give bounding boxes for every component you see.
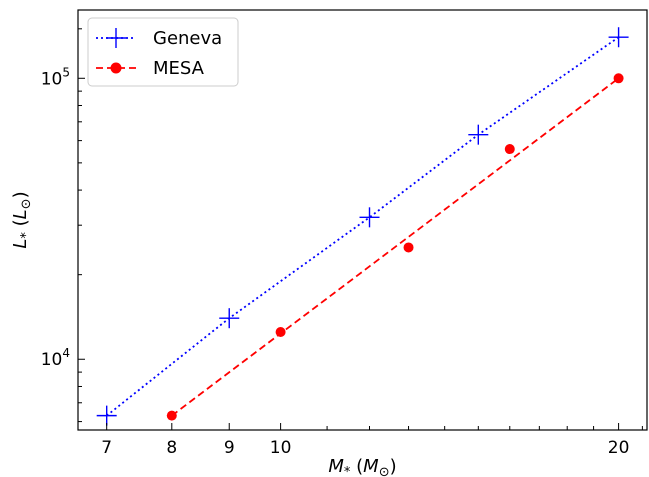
plot-frame <box>77 9 648 431</box>
legend-label: Geneva <box>153 28 222 49</box>
geneva-point <box>359 207 380 228</box>
geneva-point <box>608 27 629 48</box>
geneva-line <box>106 36 620 417</box>
geneva-point <box>468 124 489 145</box>
series-layer <box>96 27 629 426</box>
mesa-point <box>275 327 286 338</box>
y-axis-label: L* (L⊙) <box>10 191 34 248</box>
mesa-line <box>171 77 620 417</box>
x-tick-label: 10 <box>270 438 292 458</box>
legend-entry-geneva: Geneva <box>96 28 222 49</box>
ticks-layer: 7 8 9 10 20 104 105 <box>41 28 643 458</box>
x-axis-label: M* (M⊙) <box>328 456 396 477</box>
geneva-point <box>96 405 117 426</box>
y-tick-label: 105 <box>41 65 70 89</box>
mesa-point <box>166 410 177 421</box>
x-tick-label: 20 <box>608 438 630 458</box>
geneva-point <box>219 308 240 329</box>
legend-marker <box>110 62 122 74</box>
x-tick-label: 8 <box>166 438 177 458</box>
y-tick-label: 104 <box>41 346 70 370</box>
legend: Geneva MESA <box>87 17 239 87</box>
x-tick-label: 7 <box>101 438 112 458</box>
mesa-point <box>504 144 515 155</box>
x-tick-label: 9 <box>224 438 235 458</box>
legend-box <box>87 17 239 87</box>
mesa-point <box>403 242 414 253</box>
legend-entry-mesa: MESA <box>96 58 205 79</box>
mesa-point <box>613 73 624 84</box>
legend-marker <box>106 28 126 48</box>
legend-label: MESA <box>153 58 205 79</box>
